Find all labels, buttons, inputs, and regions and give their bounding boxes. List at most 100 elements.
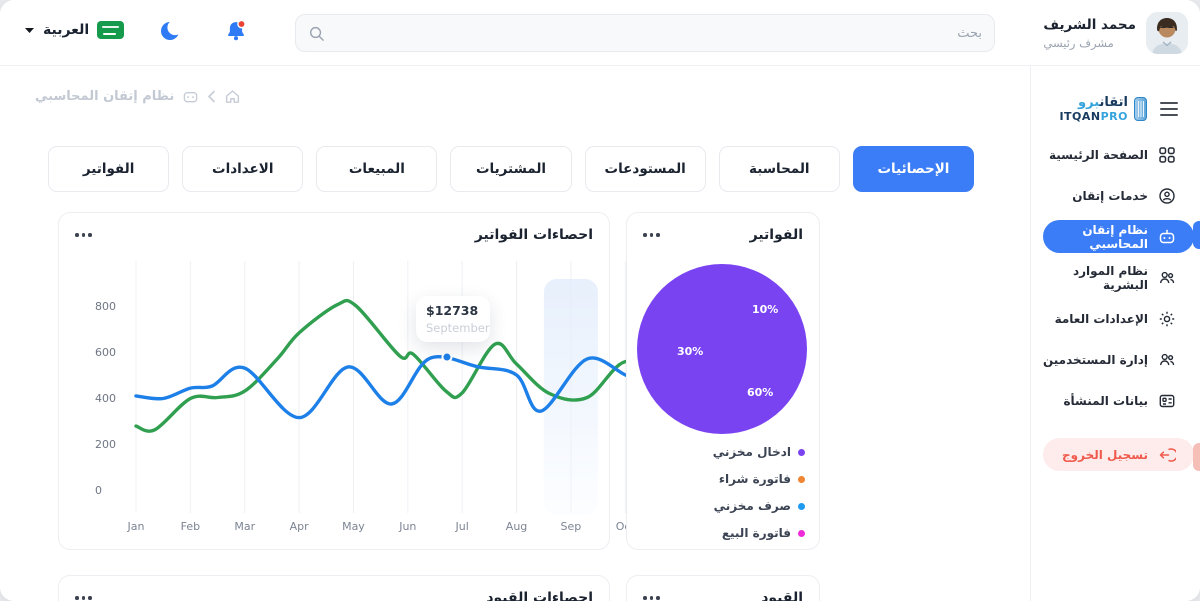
entries-stats-card: احصاءات القيود <box>58 575 610 601</box>
sidebar-item-itqan-services[interactable]: خدمات إتقان <box>1031 175 1200 216</box>
legend-dot <box>798 502 805 510</box>
avatar <box>1146 12 1188 54</box>
svg-text:Apr: Apr <box>290 520 310 533</box>
svg-text:600: 600 <box>95 346 116 359</box>
sidebar-item-label: إدارة المستخدمين <box>1042 352 1148 367</box>
tooltip-value: $12738 <box>426 303 479 318</box>
menu-toggle-icon[interactable] <box>1160 102 1178 116</box>
pie-slice-label: 60% <box>747 386 774 399</box>
entries-pie-card: القيود <box>626 575 820 601</box>
search-icon <box>309 26 324 41</box>
chevron-left-icon <box>207 90 216 103</box>
sidebar-item-label: نظام إتقان المحاسبي <box>1082 222 1148 251</box>
top-bar: العربية <box>0 0 1200 66</box>
user-role: مشرف رئيسي <box>1043 35 1114 50</box>
invoice-stats-card: احصاءات الفواتير Jan Feb Mar Apr May Jun Jul Au… <box>58 212 745 550</box>
card-menu-button[interactable] <box>643 229 660 241</box>
sidebar-item-general-settings[interactable]: الإعدادات العامة <box>1031 298 1200 339</box>
chart-tooltip: $12738 September <box>416 296 490 342</box>
card-title: احصاءات القيود <box>486 590 593 601</box>
legend-item: فاتورة شراء <box>713 472 805 486</box>
legend-item: صرف مخزني <box>713 499 805 513</box>
sidebar-item-home[interactable]: الصفحة الرئيسية <box>1031 134 1200 175</box>
sidebar-item-label: خدمات إتقان <box>1072 188 1148 203</box>
svg-text:Mar: Mar <box>234 520 255 533</box>
dark-mode-toggle[interactable] <box>158 18 184 44</box>
bot-icon <box>1157 227 1176 246</box>
legend-dot <box>798 529 805 537</box>
active-item-indicator <box>1193 221 1200 249</box>
logout-button[interactable]: تسجيل الخروج <box>1043 438 1194 471</box>
support-icon <box>1157 186 1176 205</box>
notifications-button[interactable] <box>223 18 249 44</box>
sidebar-item-label: بيانات المنشأة <box>1063 393 1148 408</box>
tab-accounting[interactable]: المحاسبة <box>718 146 840 192</box>
id-card-icon <box>1157 391 1176 410</box>
user-menu[interactable]: محمد الشريف مشرف رئيسي <box>1043 12 1188 54</box>
tab-purchases[interactable]: المشتريات <box>450 146 572 192</box>
language-label: العربية <box>43 22 90 38</box>
gear-icon <box>1157 309 1176 328</box>
sidebar-item-label: الإعدادات العامة <box>1054 311 1148 326</box>
legend-label: ادخال مخزني <box>712 445 791 459</box>
users-icon <box>1157 350 1176 369</box>
invoices-pie-card: الفواتير 10% 60% 30% ادخال مخزني فاتورة … <box>626 212 820 550</box>
legend-item: ادخال مخزني <box>713 445 805 459</box>
invoice-stats-chart: JanFebMarAprMayJunJulAugSepOctNovDec0200… <box>95 261 745 533</box>
breadcrumb-current[interactable]: نظام إتقان المحاسبي <box>35 89 175 104</box>
card-title: احصاءات الفواتير <box>474 227 593 243</box>
legend-label: صرف مخزني <box>713 499 791 513</box>
tab-bar: الإحصائيات المحاسبة المستودعات المشتريات… <box>48 146 974 192</box>
language-selector[interactable]: العربية <box>24 21 125 39</box>
sidebar-item-facility-data[interactable]: بيانات المنشأة <box>1031 380 1200 421</box>
home-icon[interactable] <box>224 88 241 105</box>
svg-text:Sep: Sep <box>561 520 582 533</box>
svg-text:Jun: Jun <box>398 520 416 533</box>
legend-dot <box>798 475 805 483</box>
main-content: نظام إتقان المحاسبي الإحصائيات المحاسبة … <box>0 66 1030 601</box>
caret-down-icon <box>25 27 34 33</box>
svg-text:Jan: Jan <box>127 520 145 533</box>
svg-text:May: May <box>342 520 365 533</box>
tab-statistics[interactable]: الإحصائيات <box>852 146 974 192</box>
tab-invoices[interactable]: الفواتير <box>48 146 170 192</box>
card-menu-button[interactable] <box>643 592 660 601</box>
saudi-flag-icon <box>97 21 125 39</box>
svg-text:Jul: Jul <box>455 520 469 533</box>
legend-label: فاتورة البيع <box>721 526 791 540</box>
user-name: محمد الشريف <box>1043 16 1136 33</box>
users-icon <box>1157 268 1176 287</box>
svg-text:200: 200 <box>95 438 116 451</box>
legend-label: فاتورة شراء <box>718 472 791 486</box>
legend-item: فاتورة البيع <box>713 526 805 540</box>
tab-warehouses[interactable]: المستودعات <box>584 146 706 192</box>
breadcrumb: نظام إتقان المحاسبي <box>35 88 241 105</box>
svg-text:Aug: Aug <box>506 520 527 533</box>
logout-indicator <box>1193 443 1200 471</box>
card-menu-button[interactable] <box>75 592 92 601</box>
svg-text:Feb: Feb <box>181 520 200 533</box>
sidebar-item-accounting-system[interactable]: نظام إتقان المحاسبي <box>1043 220 1194 253</box>
svg-text:400: 400 <box>95 392 116 405</box>
bell-icon <box>228 19 246 41</box>
tab-settings[interactable]: الاعدادات <box>182 146 304 192</box>
sidebar-item-label: نظام الموارد البشرية <box>1072 263 1148 292</box>
moon-icon <box>161 19 183 40</box>
card-menu-button[interactable] <box>75 229 92 241</box>
sidebar-nav: الصفحة الرئيسية خدمات إتقان نظام إتقان ا <box>1031 134 1200 421</box>
invoices-pie-chart: 10% 60% 30% <box>637 264 807 434</box>
logout-label: تسجيل الخروج <box>1062 447 1148 462</box>
pie-legend: ادخال مخزني فاتورة شراء صرف مخزني فاتورة… <box>713 445 805 553</box>
search-input[interactable] <box>333 25 982 41</box>
building-icon <box>1134 97 1147 121</box>
legend-dot <box>798 448 805 456</box>
bot-icon <box>182 88 199 105</box>
logout-icon <box>1157 445 1176 464</box>
tab-sales[interactable]: المبيعات <box>316 146 438 192</box>
app-logo[interactable]: اتقانبرو ITQANPRO <box>1059 96 1148 122</box>
svg-text:800: 800 <box>95 300 116 313</box>
sidebar-item-user-management[interactable]: إدارة المستخدمين <box>1031 339 1200 380</box>
sidebar-item-hr-system[interactable]: نظام الموارد البشرية <box>1031 257 1200 298</box>
grid-icon <box>1157 145 1176 164</box>
